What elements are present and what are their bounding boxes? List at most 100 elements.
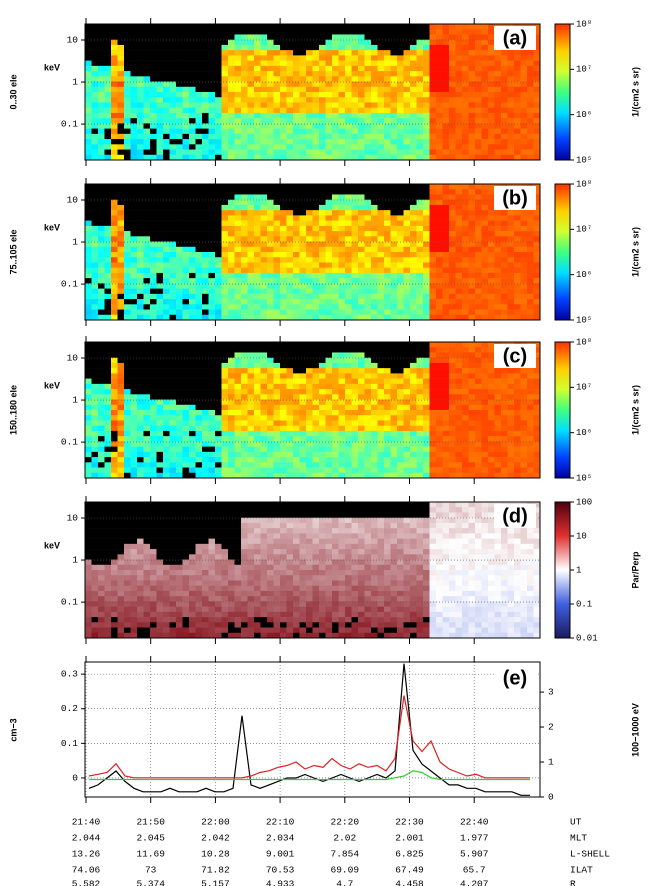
spectrogram-cell [468, 262, 476, 268]
spectrogram-cell [345, 399, 352, 406]
spectrogram-cell [150, 446, 157, 453]
spectrogram-cell [260, 425, 268, 432]
spectrogram-cell [156, 29, 164, 35]
spectrogram-cell [481, 220, 489, 227]
spectrogram-cell [462, 299, 469, 305]
spectrogram-cell [358, 133, 365, 140]
spectrogram-cell [312, 34, 320, 40]
spectrogram-cell [377, 467, 385, 474]
spectrogram-cell [189, 441, 196, 447]
spectrogram-cell [377, 34, 385, 40]
spectrogram-cell [215, 257, 222, 263]
spectrogram-cell [221, 415, 229, 421]
spectrogram-cell [228, 139, 235, 145]
spectrogram-cell [260, 220, 268, 227]
spectrogram-cell [351, 425, 359, 432]
spectrogram-cell [130, 231, 138, 237]
spectrogram-cell [410, 128, 417, 135]
spectrogram-cell [169, 144, 177, 150]
spectrogram-cell [299, 50, 307, 56]
spectrogram-cell [124, 257, 131, 263]
spectrogram-cell [501, 133, 508, 140]
spectrogram-cell [319, 288, 326, 295]
spectrogram-cell [267, 373, 274, 379]
spectrogram-cell [364, 446, 372, 453]
spectrogram-cell [416, 231, 424, 237]
spectrogram-cell [488, 29, 495, 35]
spectrogram-cell [358, 225, 365, 232]
spectrogram-cell [254, 436, 261, 442]
spectrogram-cell [169, 304, 177, 310]
spectrogram-cell [325, 102, 333, 108]
spectrogram-cell [397, 220, 404, 227]
spectrogram-cell [104, 29, 112, 35]
spectrogram-cell [397, 215, 404, 221]
spectrogram-cell [221, 342, 229, 348]
spectrogram-cell [397, 357, 404, 364]
spectrogram-cell [488, 149, 495, 156]
spectrogram-cell [384, 199, 391, 206]
spectrogram-cell [247, 44, 255, 51]
spectrogram-cell [169, 44, 177, 51]
spectrogram-cell [247, 362, 255, 369]
spectrogram-cell [111, 107, 118, 114]
spectrogram-cell [202, 65, 209, 72]
spectrogram-cell [98, 357, 105, 364]
spectrogram-cell [189, 144, 196, 150]
spectrogram-cell [332, 50, 339, 56]
spectrogram-cell [507, 309, 515, 316]
spectrogram-cell [124, 262, 131, 268]
spectrogram-cell [130, 299, 138, 305]
spectrogram-cell [397, 378, 404, 385]
spectrogram-cell [390, 278, 398, 284]
spectrogram-cell [397, 92, 404, 98]
spectrogram-cell [384, 415, 391, 421]
spectrogram-cell [150, 184, 157, 190]
spectrogram-cell [267, 378, 274, 385]
spectrogram-cell [215, 71, 222, 77]
spectrogram-cell [325, 352, 333, 358]
spectrogram-cell [98, 352, 105, 358]
spectrogram-cell [202, 220, 209, 227]
spectrogram-cell [280, 425, 287, 432]
spectrogram-cell [91, 451, 99, 458]
spectrogram-cell [332, 451, 339, 458]
spectrogram-cell [507, 102, 515, 108]
spectrogram-cell [267, 299, 274, 305]
spectrogram-cell [351, 441, 359, 447]
spectrogram-cell [241, 378, 248, 385]
spectrogram-cell [208, 415, 216, 421]
spectrogram-cell [182, 378, 190, 385]
spectrogram-cell [150, 55, 157, 61]
spectrogram-cell [137, 347, 144, 353]
spectrogram-cell [345, 457, 352, 463]
spectrogram-cell [189, 24, 196, 30]
spectrogram-cell [91, 149, 99, 156]
spectrogram-cell [364, 199, 372, 206]
spectrogram-cell [436, 76, 443, 82]
spectrogram-cell [137, 210, 144, 216]
spectrogram-cell [358, 210, 365, 216]
spectrogram-cell [475, 139, 482, 145]
spectrogram-cell [234, 257, 242, 263]
spectrogram-cell [520, 139, 528, 145]
spectrogram-cell [267, 441, 274, 447]
spectrogram-cell [91, 189, 99, 195]
spectrogram-cell [286, 252, 294, 258]
spectrogram-cell [377, 225, 385, 232]
spectrogram-cell [150, 112, 157, 119]
spectrogram-cell [390, 362, 398, 369]
spectrogram-cell [377, 267, 385, 274]
spectrogram-cell [371, 34, 378, 40]
spectrogram-cell [117, 123, 125, 129]
spectrogram-cell [462, 107, 469, 114]
spectrogram-cell [332, 123, 339, 129]
spectrogram-cell [208, 76, 216, 82]
spectrogram-cell [332, 71, 339, 77]
spectrogram-cell [325, 272, 333, 279]
spectrogram-cell [130, 241, 138, 248]
spectrogram-cell [85, 81, 92, 88]
spectrogram-cell [351, 462, 359, 468]
spectrogram-cell [254, 472, 261, 479]
spectrogram-cell [520, 50, 528, 56]
